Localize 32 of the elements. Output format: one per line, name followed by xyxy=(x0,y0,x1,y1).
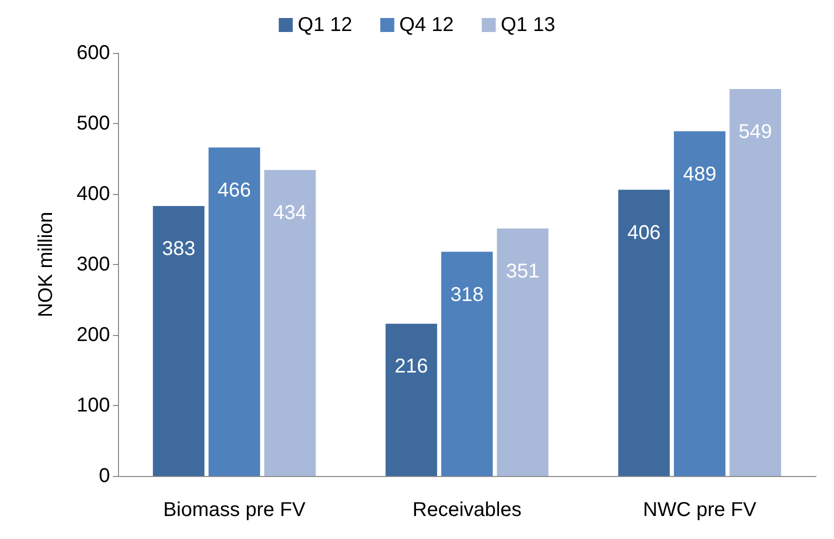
x-tick-label: Receivables xyxy=(412,499,522,521)
data-label: 383 xyxy=(162,238,196,260)
bar xyxy=(264,170,316,476)
data-label: 434 xyxy=(273,202,307,224)
y-tick-label: 600 xyxy=(76,42,110,64)
bar xyxy=(674,131,726,476)
x-tick-label: Biomass pre FV xyxy=(163,499,306,521)
data-label: 466 xyxy=(218,179,252,202)
data-label: 549 xyxy=(738,120,772,143)
bar xyxy=(152,206,204,476)
x-tick-label: NWC pre FV xyxy=(642,499,757,521)
bar xyxy=(386,324,438,476)
legend-label: Q1 13 xyxy=(500,14,556,36)
y-tick-label: 500 xyxy=(76,112,110,134)
data-label: 406 xyxy=(627,222,661,244)
y-tick-label: 300 xyxy=(76,254,110,276)
data-label: 489 xyxy=(682,163,716,186)
legend-label: Q4 12 xyxy=(399,14,454,36)
y-tick-label: 100 xyxy=(76,394,110,416)
bar xyxy=(496,228,548,476)
bar xyxy=(730,88,782,476)
legend-label: Q1 12 xyxy=(298,14,352,36)
data-label: 318 xyxy=(450,284,484,306)
bar xyxy=(441,252,493,476)
y-tick-label: 0 xyxy=(98,465,110,487)
bar xyxy=(208,147,260,476)
bar xyxy=(618,190,670,476)
y-axis-title: NOK million xyxy=(35,212,57,318)
y-tick-label: 400 xyxy=(76,183,110,205)
data-label: 216 xyxy=(394,356,428,378)
data-label: 351 xyxy=(506,260,540,283)
y-tick-label: 200 xyxy=(76,324,110,346)
